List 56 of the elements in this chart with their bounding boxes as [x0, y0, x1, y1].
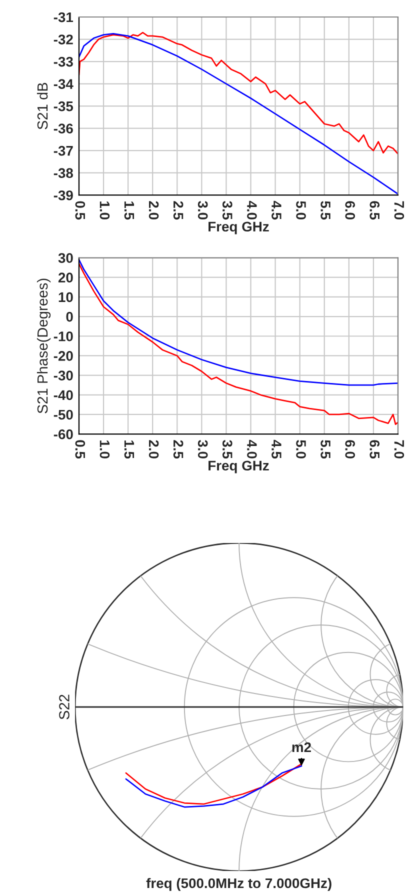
x-tick-label: 1.0 [100, 202, 110, 220]
x-tick-label: 6.5 [370, 440, 380, 459]
x-tick-label: 1.5 [124, 440, 134, 459]
x-tick-label: 1.5 [124, 202, 134, 220]
x-tick-label: 3.0 [198, 200, 208, 220]
x-tick-label: 7.0 [394, 440, 404, 458]
x-tick-label: 4.0 [247, 440, 257, 458]
x-tick-label: 6.5 [370, 201, 380, 220]
x-tick-label: 3.5 [222, 440, 232, 459]
line-series [78, 32, 398, 155]
x-tick-label: 6.0 [345, 440, 356, 458]
x-tick-label: 0.5 [75, 201, 86, 220]
annotation: m2 [292, 742, 311, 752]
x-tick-label: 4.5 [272, 200, 282, 220]
y-axis-title: S22 [59, 694, 70, 720]
x-tick-label: 4.5 [272, 440, 282, 459]
x-tick-label: 0.5 [75, 440, 86, 459]
x-tick-label: 6.0 [345, 201, 356, 220]
y-tick-label: -31 [54, 12, 74, 22]
x-tick-label: 7.0 [394, 201, 404, 220]
x-tick-label: 5.0 [296, 440, 306, 458]
x-tick-label: 3.5 [222, 200, 232, 220]
x-tick-label: 2.5 [173, 201, 184, 220]
x-tick-label: 1.0 [100, 440, 110, 458]
y-tick-label: -38 [54, 168, 73, 178]
y-tick-label: -50 [54, 410, 73, 420]
x-tick-label: 5.5 [320, 201, 330, 220]
y-tick-label: -32 [54, 34, 73, 44]
x-tick-label: 2.0 [148, 440, 159, 458]
x-tick-label: 4.0 [247, 200, 257, 220]
x-tick-label: 2.5 [173, 440, 184, 459]
y-tick-label: -30 [54, 370, 73, 380]
y-tick-label: 10 [58, 292, 73, 302]
line-series [78, 262, 398, 425]
y-axis-title: S21 dB [36, 82, 48, 130]
y-axis-title: S21 Phase(Degrees) [36, 278, 51, 414]
y-tick-label: -36 [54, 124, 73, 134]
y-tick-label: -20 [54, 351, 73, 361]
y-tick-label: -40 [54, 390, 73, 400]
x-tick-label: 5.0 [296, 201, 306, 220]
x-tick-label: 2.0 [148, 201, 159, 220]
y-tick-label: -10 [54, 331, 73, 342]
x-tick-label: 5.5 [320, 440, 330, 459]
y-tick-label: -33 [54, 56, 73, 67]
y-tick-label: -37 [54, 146, 73, 156]
y-tick-label: -60 [54, 429, 73, 440]
y-tick-label: 30 [58, 253, 73, 263]
y-tick-label: -34 [54, 79, 74, 89]
x-axis-title: freq (500.0MHz to 7.000GHz) [146, 878, 332, 891]
x-axis-title: Freq GHz [208, 460, 269, 474]
y-tick-label: 0 [66, 312, 73, 322]
y-tick-label: -39 [54, 190, 73, 200]
x-axis-title: Freq GHz [208, 222, 269, 234]
y-tick-label: -35 [54, 101, 74, 112]
x-tick-label: 3.0 [198, 440, 208, 458]
y-tick-label: 20 [58, 272, 73, 283]
